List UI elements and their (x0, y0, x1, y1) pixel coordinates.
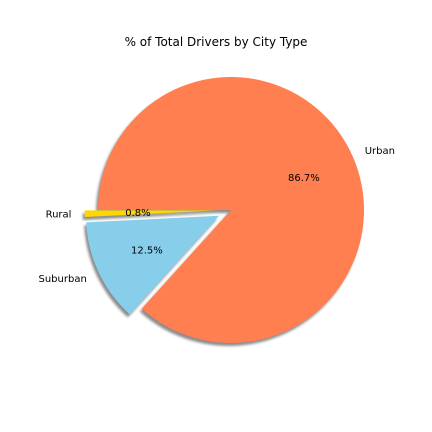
slice-label-rural: Rural (46, 210, 72, 221)
pie-slices (84, 77, 364, 343)
slice-pct-suburban: 12.5% (131, 245, 163, 256)
slice-suburban (86, 215, 219, 315)
slice-rural (84, 210, 218, 218)
slice-pct-rural: 0.8% (125, 208, 150, 219)
slice-label-suburban: Suburban (39, 274, 87, 285)
chart-title: % of Total Drivers by City Type (125, 35, 308, 49)
pie-labels: Rural 0.8% Suburban 12.5% Urban 86.7% (39, 146, 395, 285)
slice-urban (98, 77, 364, 343)
slice-label-urban: Urban (365, 146, 395, 157)
slice-pct-urban: 86.7% (288, 173, 320, 184)
